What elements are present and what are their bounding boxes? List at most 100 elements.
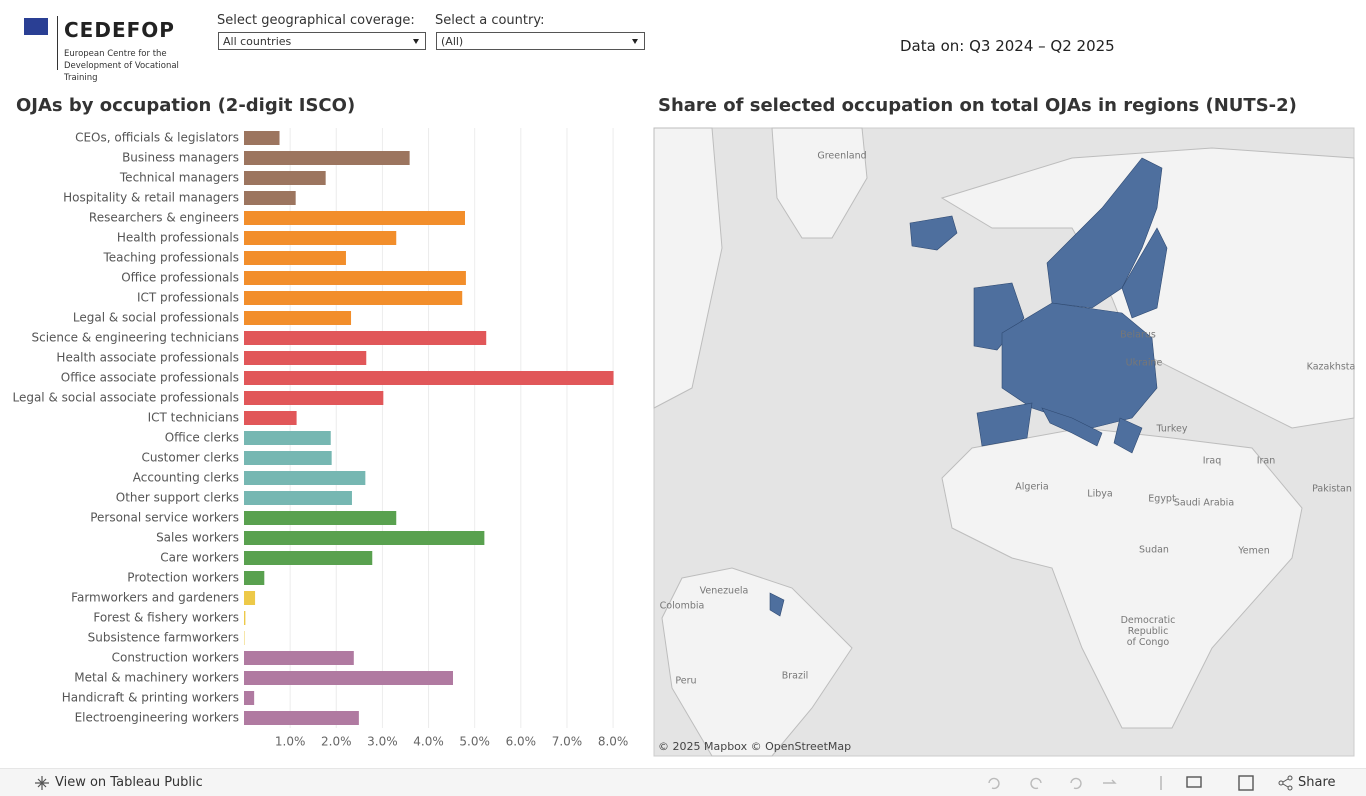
bar xyxy=(244,211,465,225)
y-tick-label: Legal & social associate professionals xyxy=(12,391,239,405)
data-period: Data on: Q3 2024 – Q2 2025 xyxy=(900,37,1115,55)
bar xyxy=(244,531,484,545)
eu-flag xyxy=(24,18,48,35)
y-tick-label: Hospitality & retail managers xyxy=(63,191,239,205)
map-label: Egypt xyxy=(1148,494,1176,505)
filter-dropdown[interactable]: All countries xyxy=(218,32,426,50)
bar xyxy=(244,351,366,365)
filter-label: Select a country: xyxy=(435,13,544,28)
fullscreen-button[interactable] xyxy=(1239,776,1253,790)
logo-text: CEDEFOP xyxy=(64,18,175,42)
bar xyxy=(244,311,351,325)
y-tick-label: CEOs, officials & legislators xyxy=(75,131,239,145)
y-tick-label: Office clerks xyxy=(165,431,239,445)
map-label: Pakistan xyxy=(1312,484,1352,495)
bar xyxy=(244,231,396,245)
y-tick-label: Science & engineering technicians xyxy=(32,331,240,345)
map-label: Yemen xyxy=(1237,546,1270,557)
bar xyxy=(244,151,410,165)
y-tick-label: Metal & machinery workers xyxy=(74,671,239,685)
map-label: Greenland xyxy=(817,151,866,162)
filter-label: Select geographical coverage: xyxy=(217,13,415,28)
y-tick-label: Personal service workers xyxy=(90,511,239,525)
bar xyxy=(244,191,296,205)
y-tick-label: Office associate professionals xyxy=(61,371,239,385)
y-tick-label: Farmworkers and gardeners xyxy=(71,591,239,605)
bar-chart: OJAs by occupation (2-digit ISCO) 1.0% 2.… xyxy=(0,88,652,758)
bar xyxy=(244,611,245,625)
map-title: Share of selected occupation on total OJ… xyxy=(658,95,1297,116)
bar xyxy=(244,551,372,565)
y-tick-label: Office professionals xyxy=(121,271,239,285)
map-label: Algeria xyxy=(1015,482,1048,493)
bar xyxy=(244,171,326,185)
tableau-link[interactable]: View on Tableau Public xyxy=(55,775,203,790)
y-tick-label: ICT technicians xyxy=(148,411,239,425)
map-label: Sudan xyxy=(1139,545,1169,556)
y-tick-label: Handicraft & printing workers xyxy=(62,691,239,705)
x-tick-label: 4.0% xyxy=(413,735,444,749)
y-tick-label: Business managers xyxy=(122,151,239,165)
bar xyxy=(244,571,264,585)
bar xyxy=(244,711,359,725)
tableau-icon xyxy=(34,775,50,791)
y-tick-label: Technical managers xyxy=(119,171,239,185)
y-tick-label: Customer clerks xyxy=(141,451,239,465)
refresh-button[interactable] xyxy=(1103,780,1115,783)
filter-dropdown[interactable]: (All) xyxy=(436,32,645,50)
map-label: Belarus xyxy=(1120,330,1156,341)
bar xyxy=(244,431,331,445)
y-tick-label: Teaching professionals xyxy=(102,251,239,265)
bar xyxy=(244,671,453,685)
y-tick-label: Electroengineering workers xyxy=(75,711,239,725)
y-tick-label: Researchers & engineers xyxy=(89,211,239,225)
bar xyxy=(244,651,354,665)
map-label: Peru xyxy=(675,676,696,687)
x-tick-label: 3.0% xyxy=(367,735,398,749)
y-tick-label: Sales workers xyxy=(156,531,239,545)
chart-title: OJAs by occupation (2-digit ISCO) xyxy=(16,95,355,116)
share-icon xyxy=(1278,775,1294,791)
undo-button[interactable] xyxy=(989,778,999,788)
bar xyxy=(244,291,462,305)
revert-button[interactable] xyxy=(1071,778,1081,788)
map-label: Saudi Arabia xyxy=(1174,498,1234,509)
y-tick-label: ICT professionals xyxy=(137,291,239,305)
y-tick-label: Other support clerks xyxy=(116,491,239,505)
map-label: Libya xyxy=(1087,489,1112,500)
logo-divider xyxy=(57,16,58,70)
y-tick-label: Subsistence farmworkers xyxy=(88,631,239,645)
download-button[interactable] xyxy=(1187,777,1201,787)
bar xyxy=(244,251,346,265)
y-tick-label: Protection workers xyxy=(127,571,239,585)
x-tick-label: 8.0% xyxy=(598,735,629,749)
bar xyxy=(244,471,365,485)
map-label: Ukraine xyxy=(1126,358,1163,369)
share-button[interactable]: Share xyxy=(1298,775,1336,790)
bar xyxy=(244,271,466,285)
map-label: Turkey xyxy=(1156,424,1188,435)
map-label: Kazakhstan xyxy=(1307,362,1356,373)
bar xyxy=(244,451,332,465)
map-label: Iran xyxy=(1257,456,1276,467)
redo-button[interactable] xyxy=(1031,778,1041,788)
x-tick-label: 2.0% xyxy=(321,735,352,749)
map-panel: Share of selected occupation on total OJ… xyxy=(652,88,1356,758)
logo-subtitle: European Centre for the Development of V… xyxy=(64,48,209,84)
x-tick-label: 7.0% xyxy=(552,735,583,749)
map-label: Iraq xyxy=(1203,456,1222,467)
y-tick-label: Construction workers xyxy=(112,651,239,665)
toolbar-icons xyxy=(985,774,1255,792)
bar xyxy=(244,331,486,345)
x-tick-label: 1.0% xyxy=(275,735,306,749)
bar xyxy=(244,131,280,145)
map-label: Venezuela xyxy=(700,586,749,597)
y-tick-label: Accounting clerks xyxy=(133,471,239,485)
map-attribution: © 2025 Mapbox © OpenStreetMap xyxy=(658,740,851,753)
bar xyxy=(244,491,352,505)
x-tick-label: 5.0% xyxy=(459,735,490,749)
y-tick-label: Care workers xyxy=(160,551,239,565)
